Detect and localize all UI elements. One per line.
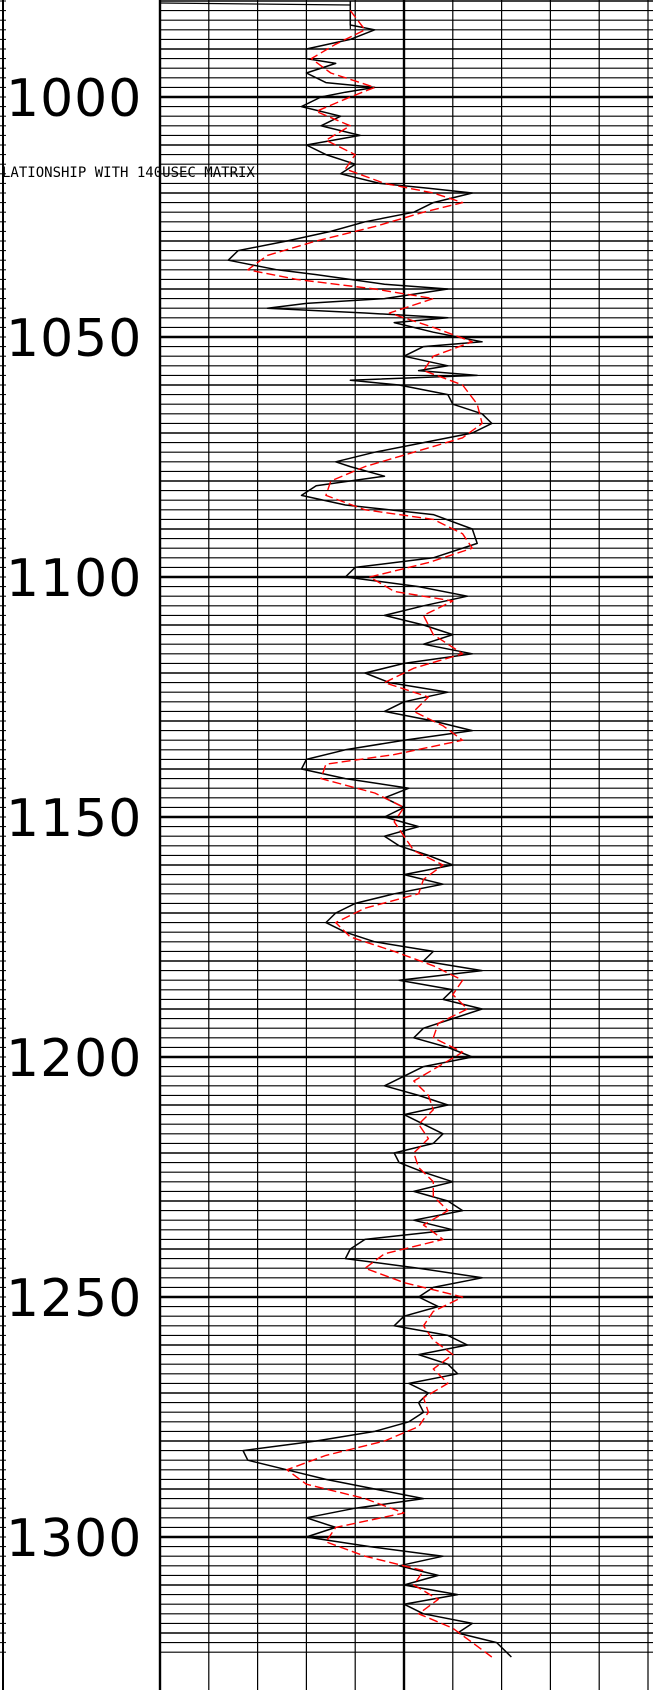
curve-header-lead	[159, 2, 351, 29]
depth-label: 1200	[6, 1029, 142, 1089]
depth-label: 1050	[6, 309, 142, 369]
depth-label: 1000	[6, 69, 142, 129]
depth-label: 1300	[6, 1509, 142, 1569]
curve-red-dashed	[247, 10, 493, 1658]
depth-axis: 1000 1050 1100 1150 1200 1250 1300	[6, 69, 142, 1569]
depth-label: 1150	[6, 789, 142, 849]
track-annotation: LATIONSHIP WITH 140USEC MATRIX	[2, 165, 255, 181]
curves	[159, 1, 512, 1658]
depth-label: 1100	[6, 549, 142, 609]
curve-black-solid	[227, 1, 512, 1658]
depth-label: 1250	[6, 1269, 142, 1329]
